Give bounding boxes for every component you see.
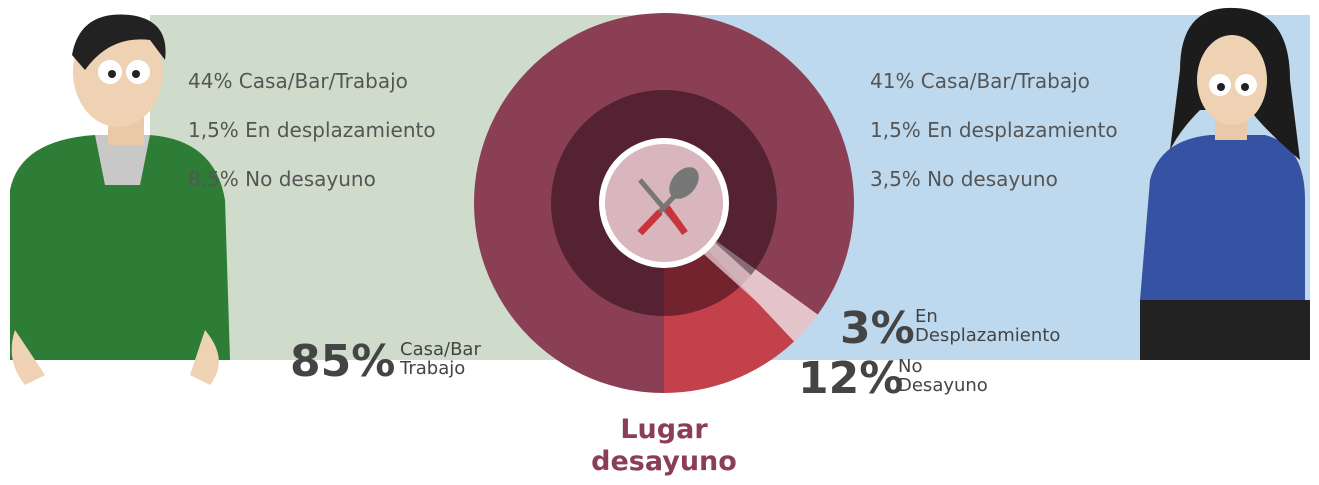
women-stat: 41% Casa/Bar/Trabajo xyxy=(870,69,1090,93)
cutlery-icon xyxy=(637,167,699,236)
slice-value-label: 3% xyxy=(840,303,915,354)
woman-figure xyxy=(1140,7,1310,360)
slice-category-label: No Desayuno xyxy=(898,356,988,396)
slice-category-label: Casa/Bar Trabajo xyxy=(400,339,481,379)
men-stats: 44% Casa/Bar/Trabajo 1,5% En desplazamie… xyxy=(188,47,436,213)
men-stat: 8,5% No desayuno xyxy=(188,167,376,191)
magnifier-handle xyxy=(694,234,806,336)
magnifier xyxy=(599,138,729,268)
women-stat: 1,5% En desplazamiento xyxy=(870,118,1118,142)
slice-category-label: En Desplazamiento xyxy=(915,306,1061,346)
chart-title: Lugar desayuno xyxy=(591,414,737,477)
women-stats: 41% Casa/Bar/Trabajo 1,5% En desplazamie… xyxy=(870,47,1118,213)
slice-value-label: 85% xyxy=(290,336,396,387)
man-figure xyxy=(10,14,230,385)
women-stat: 3,5% No desayuno xyxy=(870,167,1058,191)
men-stat: 1,5% En desplazamiento xyxy=(188,118,436,142)
men-stat: 44% Casa/Bar/Trabajo xyxy=(188,69,408,93)
slice-value-label: 12% xyxy=(798,353,904,404)
